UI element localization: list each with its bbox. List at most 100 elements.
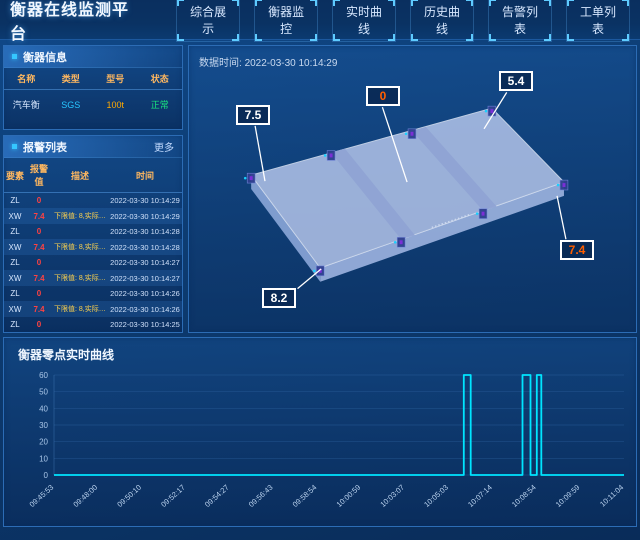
nav-tab-6[interactable]: 工单列表 bbox=[566, 0, 630, 42]
alarm-time: 2022-03-30 10:14:26 bbox=[110, 304, 180, 314]
alarm-table: 要素 报警值 描述 时间 ZL 0 2022-03-30 10:14:29 XW 7.4 下限值… bbox=[4, 158, 182, 332]
column-header: 型号 bbox=[93, 68, 138, 90]
x-tick-label: 10:03:07 bbox=[378, 483, 406, 509]
alarm-element: ZL bbox=[10, 289, 20, 298]
alarm-value: 7.4 bbox=[33, 273, 45, 283]
column-header: 名称 bbox=[4, 68, 49, 90]
alarm-more-link[interactable]: 更多 bbox=[154, 143, 174, 154]
sensor-value-label: 8.2 bbox=[262, 288, 296, 308]
svg-text:40: 40 bbox=[39, 404, 48, 413]
alarm-desc bbox=[52, 224, 108, 239]
alarm-row[interactable]: XW 7.4 下限值: 8,实际值: 7.42022-03-30 10:14:26 bbox=[4, 301, 182, 317]
device-info-title: 衡器信息 bbox=[23, 51, 67, 64]
alarm-element: XW bbox=[8, 304, 22, 314]
panel-bullet-icon bbox=[12, 54, 17, 59]
chart-title: 衡器零点实时曲线 bbox=[18, 348, 115, 362]
alarm-element: ZL bbox=[10, 227, 20, 236]
alarm-time: 2022-03-30 10:14:29 bbox=[110, 196, 180, 205]
svg-text:20: 20 bbox=[39, 438, 48, 447]
alarm-value: 0 bbox=[36, 258, 42, 267]
device-model: 100t bbox=[106, 99, 125, 110]
alarm-desc: 下限值: 8,实际值: 7.4 bbox=[54, 275, 108, 282]
alarm-row[interactable]: XW 7.4 下限值: 8,实际值: 7.42022-03-30 10:14:29 bbox=[4, 208, 182, 224]
sensor-value-label: 7.4 bbox=[560, 240, 594, 260]
data-time-value: 2022-03-30 10:14:29 bbox=[244, 58, 338, 69]
column-header: 状态 bbox=[137, 68, 182, 90]
x-tick-label: 09:48:00 bbox=[71, 483, 99, 509]
alarm-row[interactable]: ZL 0 2022-03-30 10:14:29 bbox=[4, 193, 182, 209]
column-header: 时间 bbox=[108, 158, 182, 193]
x-tick-label: 09:52:17 bbox=[159, 483, 187, 509]
alarm-time: 2022-03-30 10:14:27 bbox=[110, 258, 180, 267]
alarm-row[interactable]: ZL 0 2022-03-30 10:14:26 bbox=[4, 286, 182, 301]
weighbridge-3d-view[interactable] bbox=[189, 46, 636, 332]
nav-tab-4[interactable]: 历史曲线 bbox=[410, 0, 475, 42]
sensor-value-label: 7.5 bbox=[236, 105, 270, 125]
column-header: 描述 bbox=[52, 158, 108, 193]
column-header: 要素 bbox=[4, 158, 26, 193]
chart-panel: 衡器零点实时曲线 0 10 20 30 40 50 60 09:45:53 09:48:00 09… bbox=[3, 337, 637, 527]
device-info-header: 衡器信息 bbox=[4, 46, 182, 68]
alarm-element: ZL bbox=[10, 196, 20, 205]
alarm-element: ZL bbox=[10, 320, 20, 329]
nav-tab-1[interactable]: 综合展示 bbox=[176, 0, 241, 42]
alarm-row[interactable]: ZL 0 2022-03-30 10:14:28 bbox=[4, 224, 182, 239]
x-tick-label: 10:09:59 bbox=[554, 483, 582, 509]
alarm-time: 2022-03-30 10:14:26 bbox=[110, 289, 180, 298]
svg-text:30: 30 bbox=[39, 421, 48, 430]
alarm-element: XW bbox=[8, 242, 22, 252]
alarm-row[interactable]: XW 7.4 下限值: 8,实际值: 7.42022-03-30 10:14:28 bbox=[4, 239, 182, 255]
content-area: 衡器信息 名称 类型 型号 状态 汽车衡 SGS 100t 正常 报警列表 更多 要素 报警值… bbox=[0, 40, 640, 337]
alarm-value: 7.4 bbox=[33, 242, 45, 252]
device-info-panel: 衡器信息 名称 类型 型号 状态 汽车衡 SGS 100t 正常 bbox=[3, 45, 183, 130]
svg-text:0: 0 bbox=[44, 471, 49, 480]
device-info-table: 名称 类型 型号 状态 汽车衡 SGS 100t 正常 bbox=[4, 68, 182, 119]
column-header: 类型 bbox=[48, 68, 93, 90]
data-time-label: 数据时间: bbox=[199, 58, 242, 69]
panel-bullet-icon bbox=[12, 144, 17, 149]
alarm-row[interactable]: ZL 0 2022-03-30 10:14:25 bbox=[4, 317, 182, 332]
device-status: 正常 bbox=[150, 100, 169, 110]
label-leader-lines bbox=[254, 92, 567, 290]
alarm-desc: 下限值: 8,实际值: 7.4 bbox=[54, 306, 108, 313]
alarm-element: ZL bbox=[10, 258, 20, 267]
zero-point-chart[interactable]: 0 10 20 30 40 50 60 09:45:53 09:48:00 09:50:10 09:… bbox=[14, 363, 632, 525]
x-tick-label: 09:45:53 bbox=[28, 483, 56, 509]
alarm-desc bbox=[52, 286, 108, 301]
x-tick-label: 10:11:04 bbox=[598, 483, 625, 509]
alarm-desc bbox=[52, 193, 108, 209]
alarm-time: 2022-03-30 10:14:28 bbox=[110, 227, 180, 236]
alarm-list-panel: 报警列表 更多 要素 报警值 描述 时间 ZL 0 2022-03-30 10:14:29… bbox=[3, 135, 183, 333]
x-tick-label: 10:07:14 bbox=[466, 483, 494, 509]
nav-tab-3[interactable]: 实时曲线 bbox=[332, 0, 397, 42]
alarm-time: 2022-03-30 10:14:27 bbox=[110, 273, 180, 283]
alarm-element: XW bbox=[8, 273, 22, 283]
alarm-desc: 下限值: 8,实际值: 7.4 bbox=[54, 213, 108, 220]
svg-text:60: 60 bbox=[39, 371, 48, 380]
column-header: 报警值 bbox=[26, 158, 52, 193]
sidebar: 衡器信息 名称 类型 型号 状态 汽车衡 SGS 100t 正常 报警列表 更多 要素 报警值… bbox=[3, 45, 183, 333]
alarm-value: 0 bbox=[36, 227, 42, 236]
device-name: 汽车衡 bbox=[12, 100, 40, 110]
alarm-row[interactable]: ZL 0 2022-03-30 10:14:27 bbox=[4, 255, 182, 270]
nav-tab-2[interactable]: 衡器监控 bbox=[254, 0, 319, 42]
device-row: 汽车衡 SGS 100t 正常 bbox=[4, 90, 182, 120]
alarm-time: 2022-03-30 10:14:28 bbox=[110, 242, 180, 252]
sensor-value-label: 5.4 bbox=[499, 71, 533, 91]
nav-tab-5[interactable]: 告警列表 bbox=[488, 0, 553, 42]
alarm-value: 0 bbox=[36, 196, 42, 205]
x-tick-label: 09:56:43 bbox=[247, 483, 275, 509]
data-time: 数据时间: 2022-03-30 10:14:29 bbox=[199, 54, 337, 69]
sensor-value-label: 0 bbox=[366, 86, 400, 106]
alarm-value: 0 bbox=[36, 289, 42, 298]
alarm-value: 0 bbox=[36, 320, 42, 329]
x-tick-label: 09:50:10 bbox=[115, 483, 143, 509]
alarm-row[interactable]: XW 7.4 下限值: 8,实际值: 7.42022-03-30 10:14:27 bbox=[4, 270, 182, 286]
x-tick-label: 10:00:59 bbox=[335, 483, 363, 509]
alarm-time: 2022-03-30 10:14:29 bbox=[110, 211, 180, 221]
app-title: 衡器在线监测平台 bbox=[10, 1, 130, 43]
svg-text:50: 50 bbox=[39, 388, 48, 397]
weighbridge-3d-model bbox=[250, 107, 565, 282]
svg-text:10: 10 bbox=[39, 454, 48, 463]
alarm-value: 7.4 bbox=[33, 304, 45, 314]
